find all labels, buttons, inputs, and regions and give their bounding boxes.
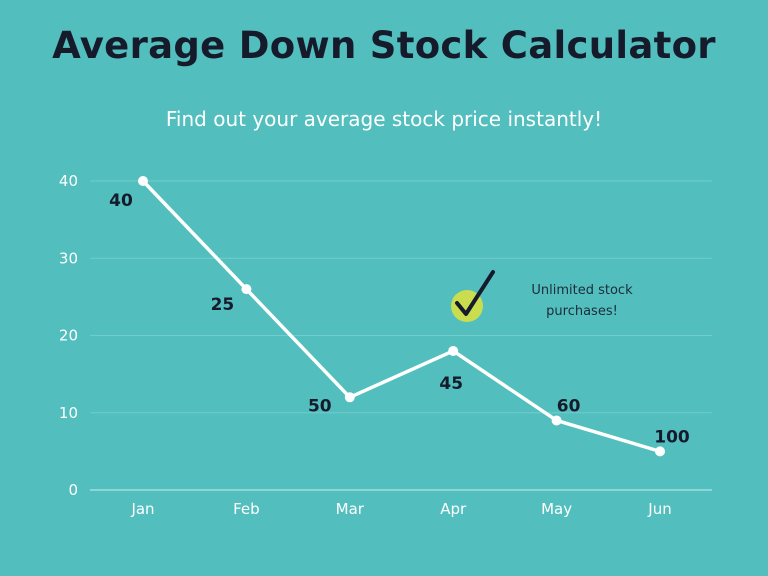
data-label: 50 (308, 396, 332, 416)
series-line (141, 179, 661, 454)
data-label: 40 (109, 191, 133, 211)
data-point (448, 345, 459, 356)
x-tick-label: Jun (647, 500, 671, 518)
data-label: 100 (654, 427, 690, 447)
y-tick-label: 30 (59, 249, 78, 267)
annotation-line-1: Unlimited stock (531, 283, 633, 298)
x-tick-label: May (541, 500, 572, 518)
data-point (241, 284, 252, 295)
chart-subtitle: Find out your average stock price instan… (165, 107, 603, 131)
data-point (655, 446, 665, 457)
y-tick-label: 0 (68, 481, 78, 499)
data-point (344, 392, 355, 403)
data-label: 45 (439, 374, 463, 394)
data-label: 60 (557, 396, 581, 416)
y-tick-label: 40 (59, 172, 78, 190)
y-tick-label: 20 (59, 327, 78, 345)
x-tick-label: Feb (233, 500, 260, 518)
chart-title: Average Down Stock Calculator (52, 24, 716, 67)
annotation: Unlimited stock purchases! (451, 270, 633, 322)
data-point (551, 415, 562, 426)
y-tick-label: 10 (59, 404, 78, 422)
x-tick-label: Jan (130, 500, 154, 518)
x-tick-label: Apr (440, 500, 467, 518)
x-tick-label: Mar (336, 500, 365, 518)
data-point (138, 176, 148, 186)
annotation-line-2: purchases! (546, 304, 618, 319)
data-label: 25 (211, 295, 235, 315)
checkmark-icon (455, 270, 495, 316)
